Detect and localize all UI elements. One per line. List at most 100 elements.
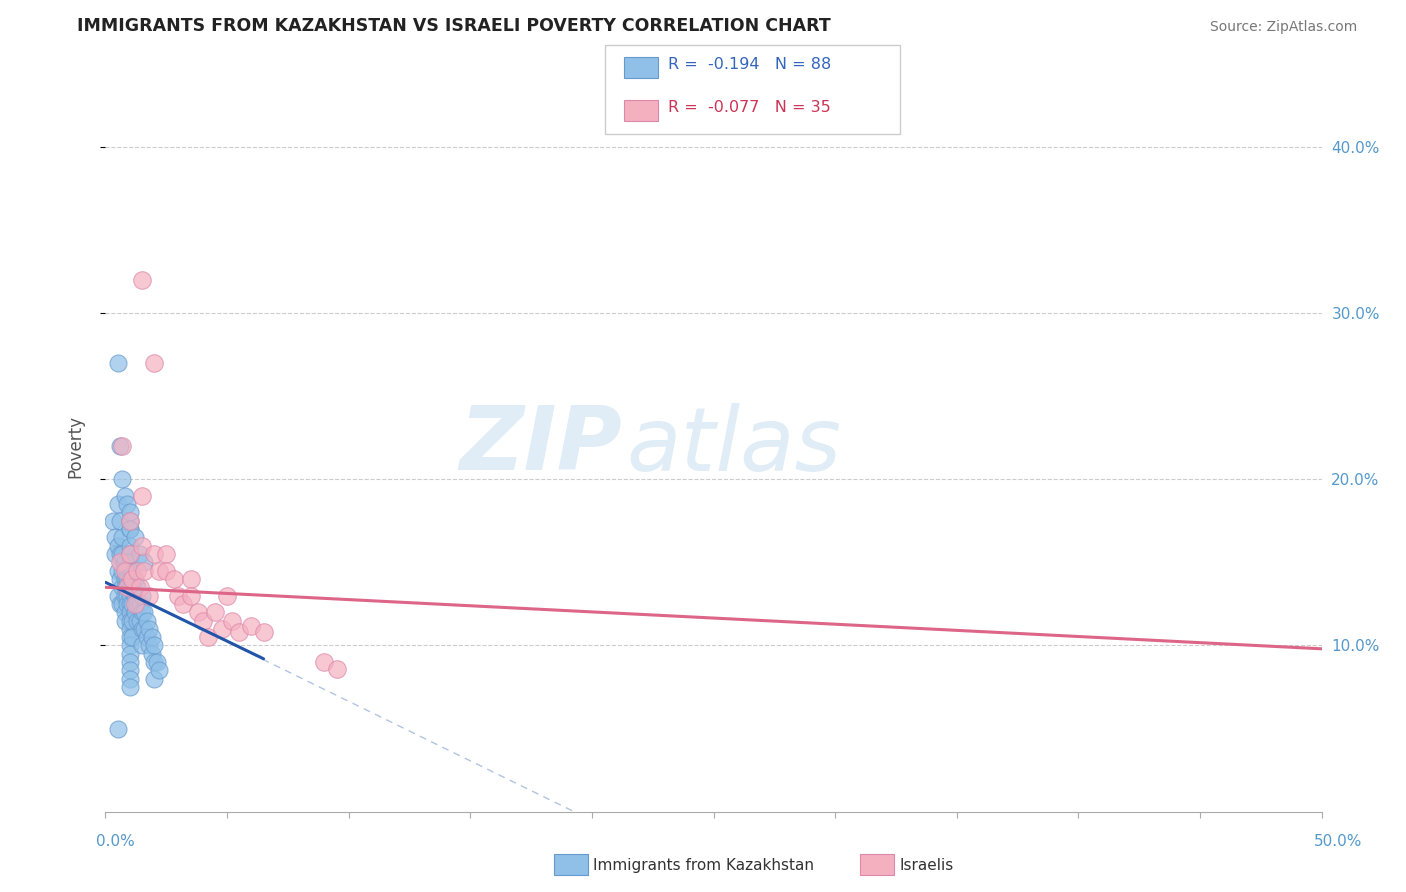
Point (118, 672, 141, 686)
Point (138, 639, 160, 653)
Point (134, 622, 156, 636)
Text: atlas: atlas (626, 403, 841, 489)
Point (148, 564, 170, 578)
Point (118, 506, 141, 520)
Point (114, 572, 136, 586)
Point (138, 589, 160, 603)
Point (118, 597, 141, 611)
Text: R =  -0.194   N = 88: R = -0.194 N = 88 (668, 57, 831, 71)
Point (118, 514, 141, 528)
Point (128, 614, 150, 628)
Point (117, 497, 139, 511)
Point (104, 530, 127, 544)
Point (118, 514, 141, 528)
Point (131, 539, 153, 553)
Point (118, 547, 141, 561)
Point (138, 622, 160, 636)
Point (118, 539, 141, 553)
Text: 0.0%: 0.0% (96, 834, 135, 848)
Point (118, 522, 141, 536)
Point (111, 580, 134, 594)
Point (197, 630, 219, 644)
Point (111, 472, 134, 486)
Point (221, 614, 243, 628)
Point (118, 664, 141, 678)
Point (180, 589, 202, 603)
Text: ZIP: ZIP (460, 402, 623, 490)
Point (211, 622, 233, 636)
Point (167, 589, 190, 603)
Point (217, 589, 239, 603)
Point (172, 597, 194, 611)
Point (107, 564, 129, 578)
Point (155, 547, 177, 561)
Point (131, 639, 153, 653)
Point (131, 273, 153, 287)
Point (118, 630, 141, 644)
Point (128, 547, 150, 561)
Point (148, 664, 170, 678)
Point (143, 547, 166, 561)
Point (252, 625, 274, 640)
Point (124, 597, 146, 611)
Point (108, 555, 131, 569)
Point (107, 589, 129, 603)
Point (155, 564, 177, 578)
Point (117, 564, 139, 578)
Point (143, 639, 166, 653)
Point (325, 662, 347, 676)
Point (135, 614, 157, 628)
Point (124, 572, 146, 586)
Point (143, 356, 166, 370)
Point (111, 564, 134, 578)
Point (204, 605, 226, 619)
Point (107, 722, 129, 736)
Point (141, 647, 163, 661)
Point (118, 647, 141, 661)
Point (121, 564, 143, 578)
Point (128, 580, 150, 594)
Point (118, 522, 141, 536)
Point (108, 572, 131, 586)
Point (143, 672, 166, 686)
Point (111, 439, 134, 453)
Y-axis label: Poverty: Poverty (66, 415, 84, 477)
Point (108, 597, 131, 611)
Point (121, 572, 143, 586)
Point (117, 580, 139, 594)
Point (124, 589, 146, 603)
Point (114, 589, 136, 603)
Point (162, 572, 184, 586)
Point (111, 547, 134, 561)
Point (118, 564, 141, 578)
Point (118, 622, 141, 636)
Point (121, 630, 143, 644)
Point (134, 555, 156, 569)
Point (135, 630, 157, 644)
Text: Immigrants from Kazakhstan: Immigrants from Kazakhstan (593, 858, 814, 872)
Point (111, 530, 134, 544)
Point (114, 580, 136, 594)
Point (117, 597, 139, 611)
Point (121, 597, 143, 611)
Point (125, 580, 148, 594)
Point (107, 539, 129, 553)
Point (118, 680, 141, 694)
Point (118, 639, 141, 653)
Point (145, 655, 167, 669)
Text: R =  -0.077   N = 35: R = -0.077 N = 35 (668, 100, 831, 114)
Point (131, 489, 153, 503)
Point (107, 356, 129, 370)
Point (187, 605, 209, 619)
Point (125, 597, 148, 611)
Point (121, 614, 143, 628)
Point (114, 605, 136, 619)
Point (121, 580, 143, 594)
Point (125, 614, 148, 628)
Point (134, 605, 156, 619)
Point (131, 622, 153, 636)
Point (125, 564, 148, 578)
Point (108, 439, 131, 453)
Text: 50.0%: 50.0% (1315, 834, 1362, 848)
Point (107, 497, 129, 511)
